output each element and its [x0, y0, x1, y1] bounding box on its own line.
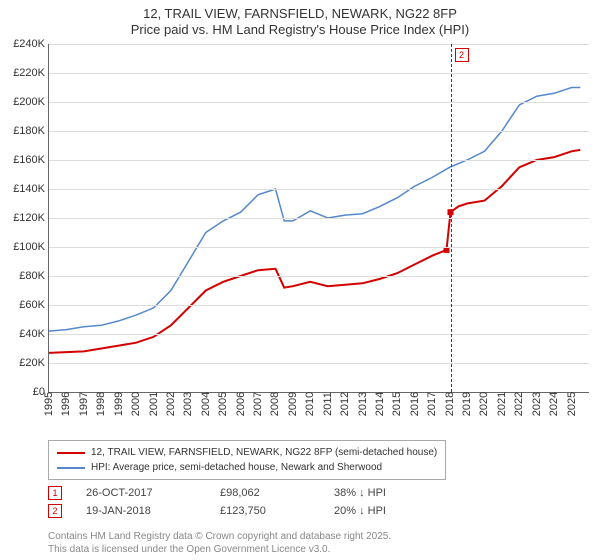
y-axis-label: £80K [19, 270, 45, 282]
event-marker-box: 1 [48, 486, 62, 500]
y-axis-label: £180K [13, 125, 45, 137]
event-line [451, 44, 452, 392]
gridline-h [49, 189, 589, 190]
event-price: £98,062 [220, 487, 310, 499]
event-date: 26-OCT-2017 [86, 487, 196, 499]
x-axis-label: 1995 [43, 392, 55, 416]
title-line-2: Price paid vs. HM Land Registry's House … [0, 22, 600, 38]
gridline-h [49, 276, 589, 277]
events-table: 1 26-OCT-2017 £98,062 38% ↓ HPI 2 19-JAN-2018… [48, 486, 444, 522]
x-axis-label: 2019 [461, 392, 473, 416]
event-delta: 38% ↓ HPI [334, 487, 444, 499]
event-delta: 20% ↓ HPI [334, 505, 444, 517]
x-axis-label: 2008 [269, 392, 281, 416]
x-axis-label: 2017 [426, 392, 438, 416]
x-axis-label: 2012 [339, 392, 351, 416]
chart-container: 12, TRAIL VIEW, FARNSFIELD, NEWARK, NG22… [0, 0, 600, 560]
footer-line-1: Contains HM Land Registry data © Crown c… [48, 530, 391, 543]
series-line-property [49, 150, 580, 353]
x-axis-label: 2018 [444, 392, 456, 416]
gridline-h [49, 160, 589, 161]
x-axis-label: 1996 [60, 392, 72, 416]
x-axis-label: 2011 [322, 392, 334, 416]
x-axis-label: 2023 [531, 392, 543, 416]
gridline-h [49, 305, 589, 306]
x-axis-label: 2025 [566, 392, 578, 416]
y-axis-label: £140K [13, 183, 45, 195]
event-row: 1 26-OCT-2017 £98,062 38% ↓ HPI [48, 486, 444, 500]
event-date: 19-JAN-2018 [86, 505, 196, 517]
x-axis-label: 2002 [165, 392, 177, 416]
legend-swatch [57, 467, 85, 469]
event-row: 2 19-JAN-2018 £123,750 20% ↓ HPI [48, 504, 444, 518]
x-axis-label: 2001 [148, 392, 160, 416]
legend-row: HPI: Average price, semi-detached house,… [57, 460, 437, 475]
legend-label: 12, TRAIL VIEW, FARNSFIELD, NEWARK, NG22… [91, 445, 437, 460]
event-marker-box: 2 [455, 48, 469, 62]
x-axis-label: 1999 [113, 392, 125, 416]
gridline-h [49, 334, 589, 335]
x-axis-label: 2009 [287, 392, 299, 416]
x-axis-label: 2013 [357, 392, 369, 416]
legend-box: 12, TRAIL VIEW, FARNSFIELD, NEWARK, NG22… [48, 440, 446, 480]
gridline-h [49, 73, 589, 74]
legend-swatch [57, 452, 85, 454]
y-axis-label: £40K [19, 328, 45, 340]
footer-attribution: Contains HM Land Registry data © Crown c… [48, 530, 391, 556]
legend-row: 12, TRAIL VIEW, FARNSFIELD, NEWARK, NG22… [57, 445, 437, 460]
x-axis-label: 2005 [217, 392, 229, 416]
y-axis-label: £220K [13, 67, 45, 79]
gridline-h [49, 102, 589, 103]
x-axis-label: 2024 [548, 392, 560, 416]
x-axis-label: 1997 [78, 392, 90, 416]
y-axis-label: £100K [13, 241, 45, 253]
gridline-h [49, 131, 589, 132]
x-axis-label: 2021 [496, 392, 508, 416]
gridline-h [49, 247, 589, 248]
x-axis-label: 2010 [304, 392, 316, 416]
legend-label: HPI: Average price, semi-detached house,… [91, 460, 382, 475]
x-axis-label: 2015 [391, 392, 403, 416]
series-line-hpi [49, 88, 580, 332]
y-axis-label: £160K [13, 154, 45, 166]
title-line-1: 12, TRAIL VIEW, FARNSFIELD, NEWARK, NG22… [0, 6, 600, 22]
x-axis-label: 2014 [374, 392, 386, 416]
event-price: £123,750 [220, 505, 310, 517]
y-axis-label: £60K [19, 299, 45, 311]
gridline-h [49, 44, 589, 45]
x-axis-label: 1998 [95, 392, 107, 416]
x-axis-label: 2000 [130, 392, 142, 416]
x-axis-label: 2003 [182, 392, 194, 416]
gridline-h [49, 218, 589, 219]
x-axis-label: 2020 [478, 392, 490, 416]
x-axis-label: 2007 [252, 392, 264, 416]
gridline-h [49, 363, 589, 364]
x-axis-label: 2016 [409, 392, 421, 416]
title-block: 12, TRAIL VIEW, FARNSFIELD, NEWARK, NG22… [0, 6, 600, 39]
x-axis-label: 2022 [513, 392, 525, 416]
y-axis-label: £20K [19, 357, 45, 369]
y-axis-label: £240K [13, 38, 45, 50]
chart-plot-area: £0£20K£40K£60K£80K£100K£120K£140K£160K£1… [48, 44, 589, 393]
y-axis-label: £120K [13, 212, 45, 224]
y-axis-label: £200K [13, 96, 45, 108]
event-marker-box: 2 [48, 504, 62, 518]
chart-inner: £0£20K£40K£60K£80K£100K£120K£140K£160K£1… [49, 44, 589, 392]
footer-line-2: This data is licensed under the Open Gov… [48, 543, 391, 556]
x-axis-label: 2006 [235, 392, 247, 416]
x-axis-label: 2004 [200, 392, 212, 416]
